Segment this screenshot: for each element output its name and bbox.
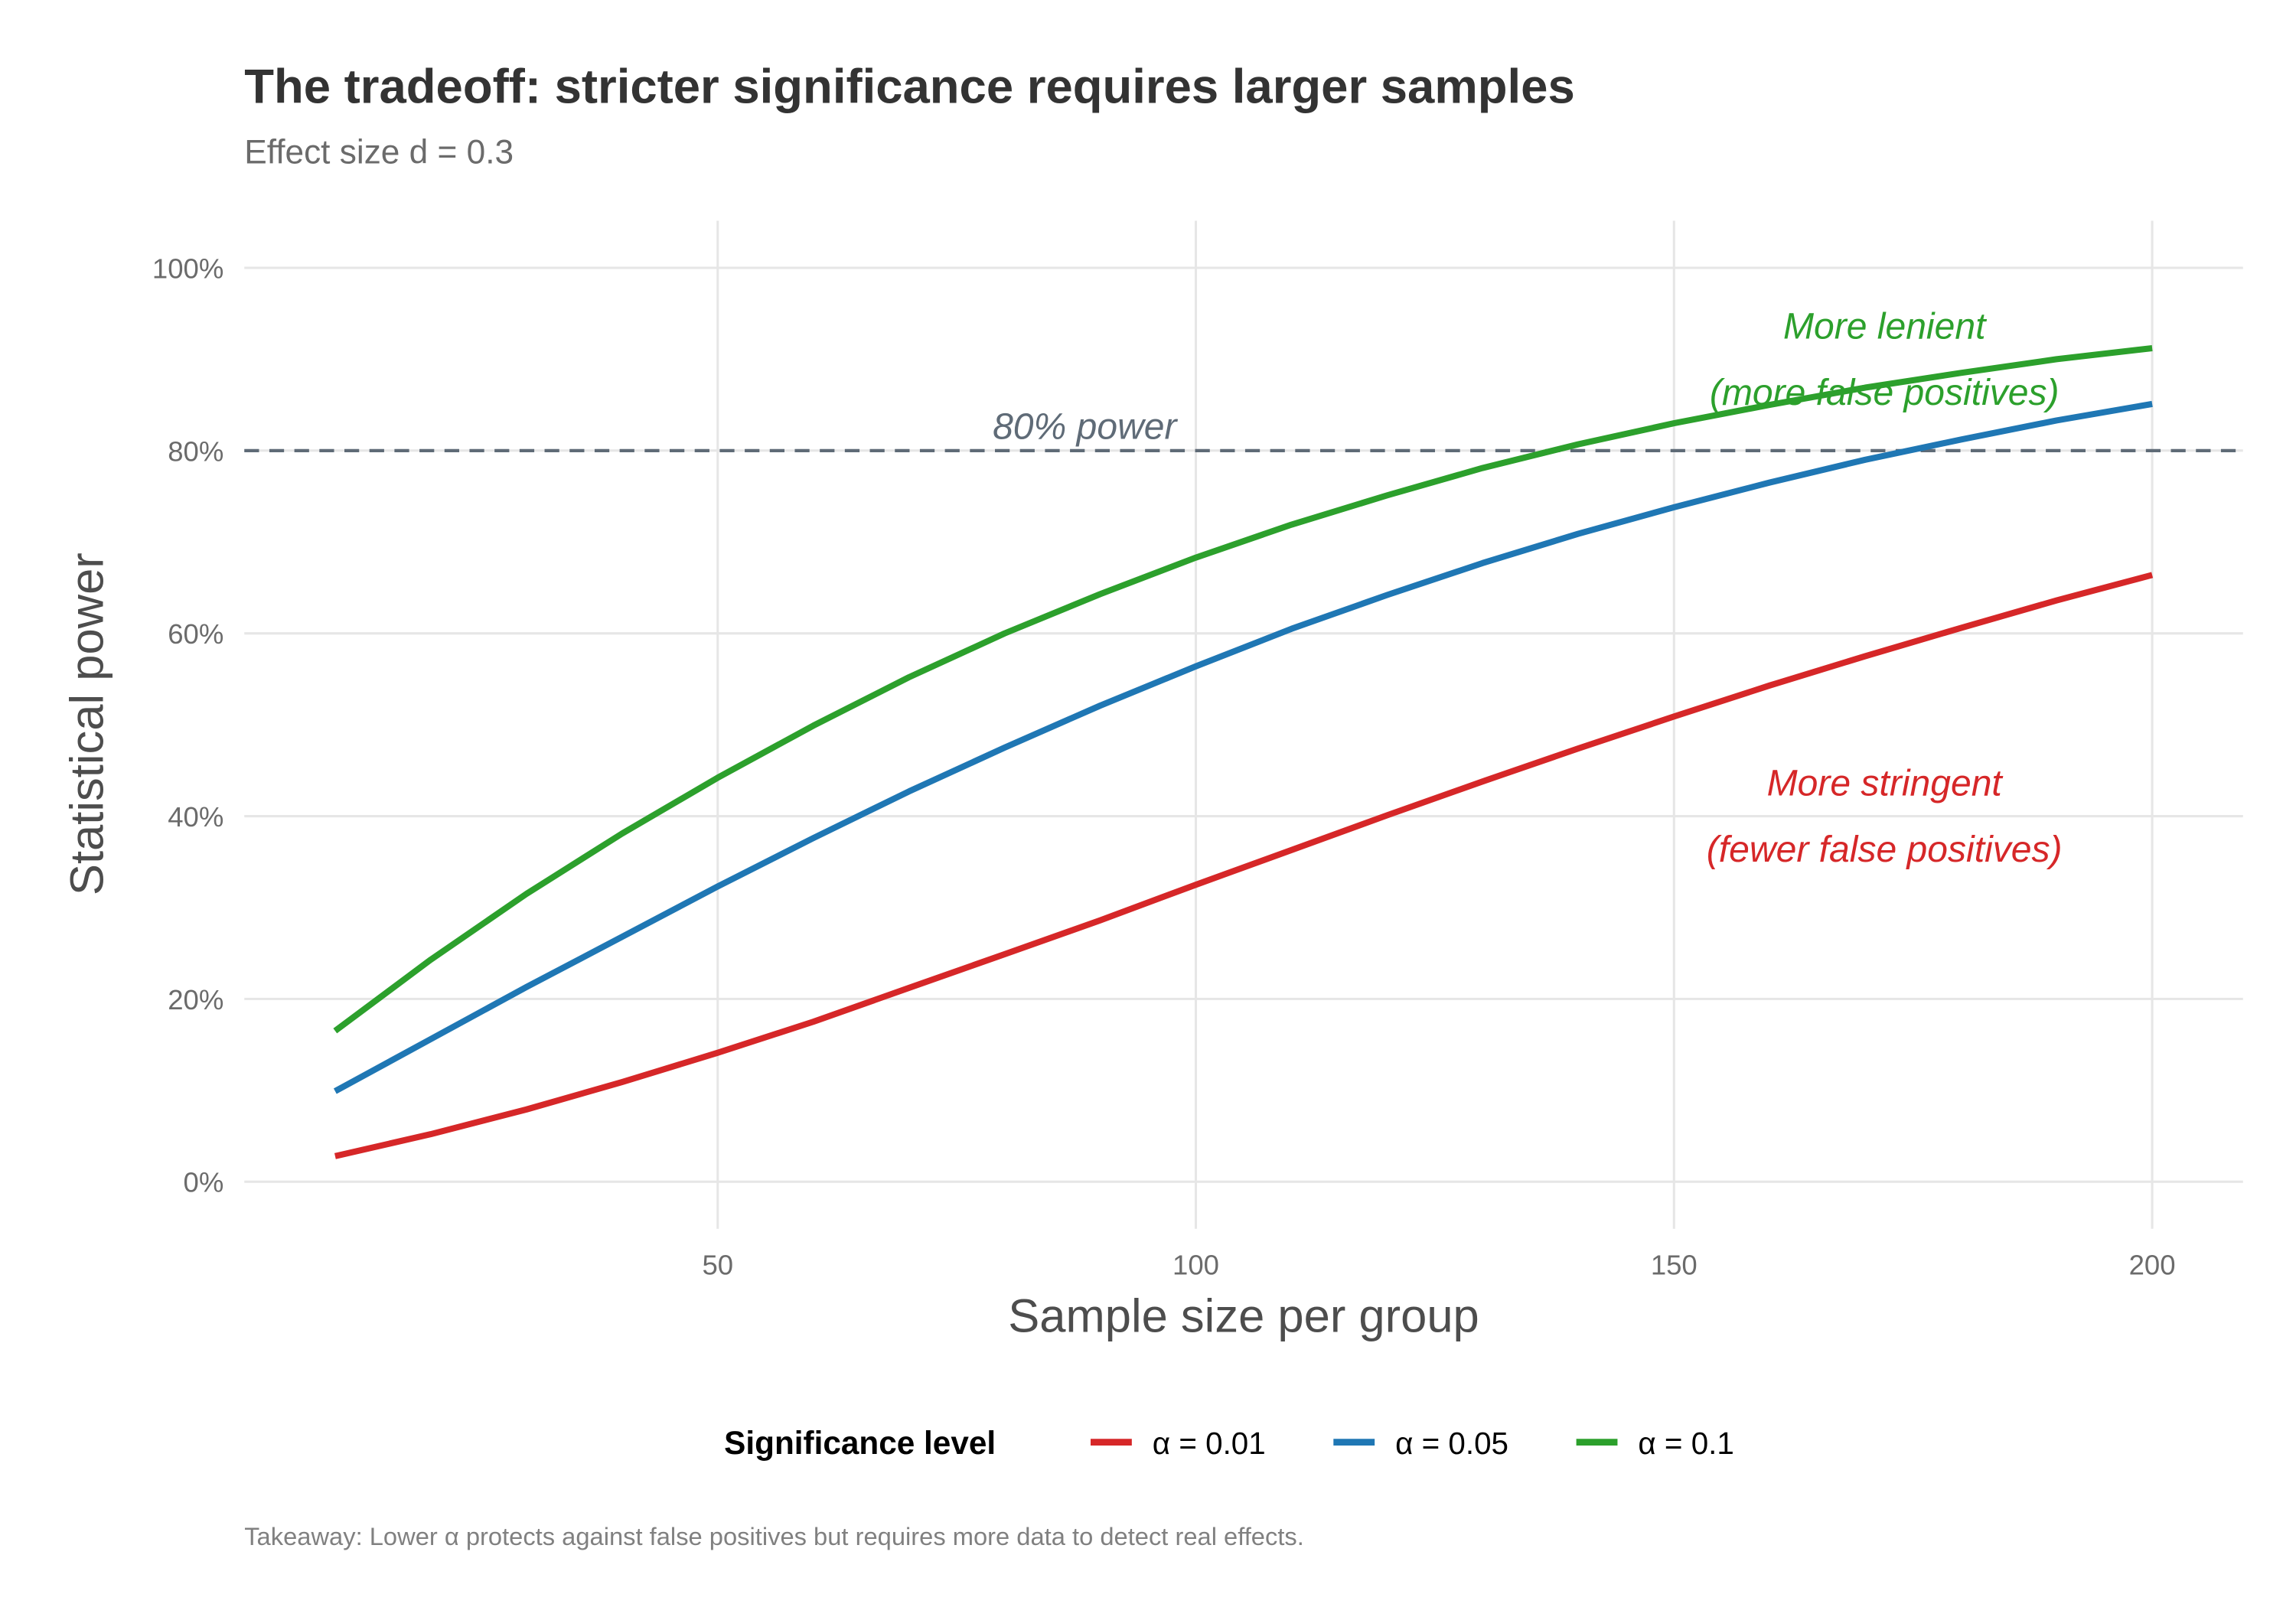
annotation-line2: (fewer false positives) bbox=[1707, 829, 2063, 870]
y-tick-label: 0% bbox=[184, 1167, 224, 1198]
y-tick-label: 40% bbox=[168, 801, 223, 833]
series-line-2 bbox=[333, 400, 2153, 1094]
annotation-line2: (more false positives) bbox=[1710, 372, 2060, 413]
series-line-3 bbox=[333, 344, 2153, 1034]
y-axis-ticks: 0% 20% 40% 60% 80% 100% bbox=[152, 253, 223, 1198]
x-axis-ticks: 50 100 150 200 bbox=[702, 1249, 2175, 1280]
y-tick-label: 60% bbox=[168, 618, 223, 650]
x-tick-label: 150 bbox=[1651, 1249, 1698, 1280]
series-lines bbox=[333, 344, 2154, 1159]
legend: Significance level α = 0.01 α = 0.05 α = 0.… bbox=[724, 1425, 1734, 1461]
x-tick-label: 50 bbox=[702, 1249, 733, 1280]
x-axis-title: Sample size per group bbox=[1008, 1289, 1479, 1342]
y-axis-title: Statistical power bbox=[61, 553, 114, 895]
legend-label-1: α = 0.01 bbox=[1153, 1426, 1266, 1461]
x-tick-label: 200 bbox=[2129, 1249, 2176, 1280]
caption: Takeaway: Lower α protects against false… bbox=[244, 1522, 1304, 1550]
legend-label-3: α = 0.1 bbox=[1638, 1426, 1733, 1461]
annotation-line1: More lenient bbox=[1783, 305, 1988, 347]
chart-title: The tradeoff: stricter significance requ… bbox=[244, 60, 1575, 114]
x-tick-label: 100 bbox=[1172, 1249, 1219, 1280]
y-tick-label: 20% bbox=[168, 984, 223, 1015]
reference-line-label: 80% power bbox=[993, 406, 1178, 447]
legend-title: Significance level bbox=[724, 1425, 996, 1461]
y-tick-label: 80% bbox=[168, 435, 223, 467]
annotation-line1: More stringent bbox=[1767, 763, 2004, 804]
annotations: More lenient (more false positives) More s… bbox=[1707, 305, 2063, 870]
chart-subtitle: Effect size d = 0.3 bbox=[244, 133, 514, 171]
series-line-1 bbox=[334, 572, 2154, 1159]
legend-label-2: α = 0.05 bbox=[1395, 1426, 1508, 1461]
y-tick-label: 100% bbox=[152, 253, 223, 284]
